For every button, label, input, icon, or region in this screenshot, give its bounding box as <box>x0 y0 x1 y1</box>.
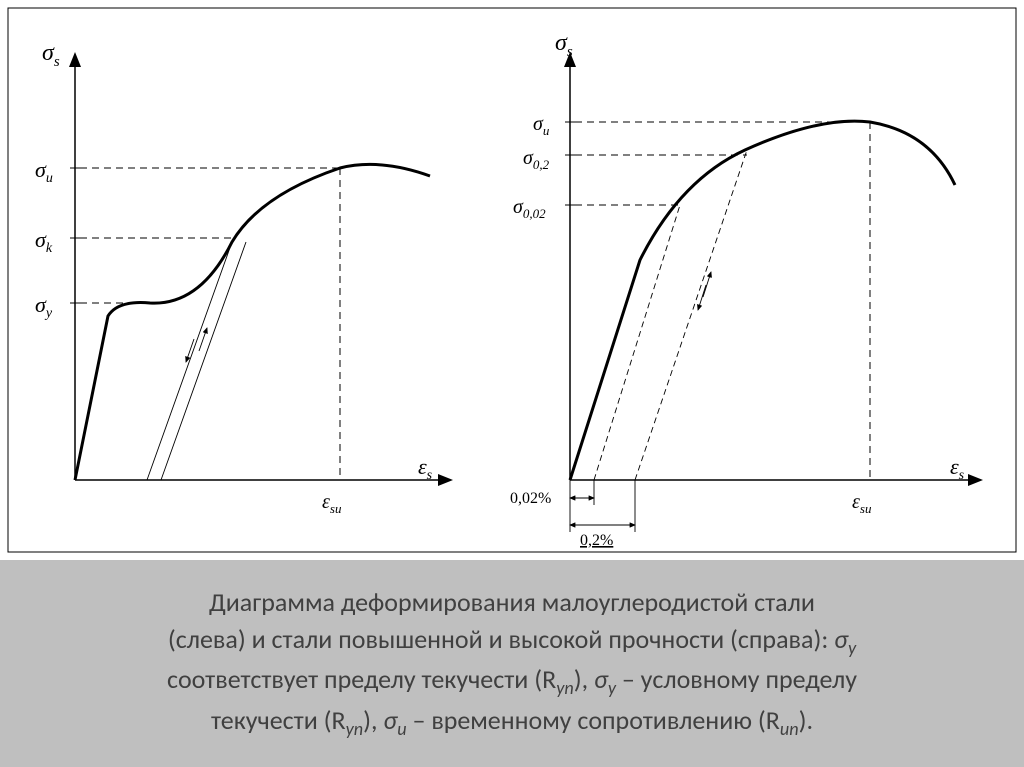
sym: σ <box>383 704 397 736</box>
caption-line: (слева) и стали повышенной и высокой про… <box>168 623 834 655</box>
arrow-down-icon <box>698 285 706 310</box>
unload-line <box>635 150 747 480</box>
x-axis-label: εs <box>950 454 965 483</box>
unload-line <box>161 242 246 480</box>
sub: yn <box>556 678 574 700</box>
sub: yn <box>346 718 364 740</box>
y-axis-label: σs <box>555 30 573 60</box>
sub: y <box>608 678 616 700</box>
y-tick-label: σy <box>35 292 53 321</box>
dim-label-02: 0,2% <box>580 532 613 549</box>
caption-frag: ), <box>363 704 383 736</box>
x-axis-label: εs <box>418 454 433 483</box>
caption-line: Диаграмма деформирования малоуглеродисто… <box>209 586 815 618</box>
page-root: σs εs σy σk σu εsu <box>0 0 1024 767</box>
stress-strain-curve <box>570 121 955 480</box>
right-chart: σs εs σ0,02 σ0,2 σu εsu 0,02% 0,2% <box>510 30 980 549</box>
caption-frag: – временному сопротивлению (R <box>407 704 780 736</box>
y-tick-label: σu <box>35 157 53 186</box>
sym: σ <box>834 623 848 655</box>
dim-label-002: 0,02% <box>510 490 551 507</box>
unload-line <box>147 242 232 480</box>
y-axis-label: σs <box>42 40 60 70</box>
y-tick-label: σ0,2 <box>523 147 550 172</box>
sub: y <box>848 637 856 659</box>
caption-frag: ). <box>799 704 813 736</box>
x-tick-label: εsu <box>322 491 342 516</box>
diagrams-svg: σs εs σy σk σu εsu <box>0 0 1024 560</box>
y-tick-label: σ0,02 <box>513 196 546 221</box>
caption-frag: – условному пределу <box>616 663 857 695</box>
caption-line: соответствует пределу текучести (R <box>167 663 556 695</box>
caption-text: Диаграмма деформирования малоуглеродисто… <box>167 584 857 742</box>
caption-panel: Диаграмма деформирования малоуглеродисто… <box>0 560 1024 767</box>
unload-line <box>594 205 680 480</box>
y-tick-label: σu <box>533 113 550 138</box>
caption-frag: ), <box>574 663 594 695</box>
stress-strain-curve <box>75 164 430 480</box>
left-chart: σs εs σy σk σu εsu <box>35 40 450 516</box>
sym: σ <box>594 663 608 695</box>
x-tick-label: εsu <box>852 491 872 516</box>
caption-line: текучести (R <box>211 704 346 736</box>
y-tick-label: σk <box>35 227 53 256</box>
chart-frame <box>8 8 1016 552</box>
sub: un <box>780 718 799 740</box>
sub: u <box>397 718 406 740</box>
